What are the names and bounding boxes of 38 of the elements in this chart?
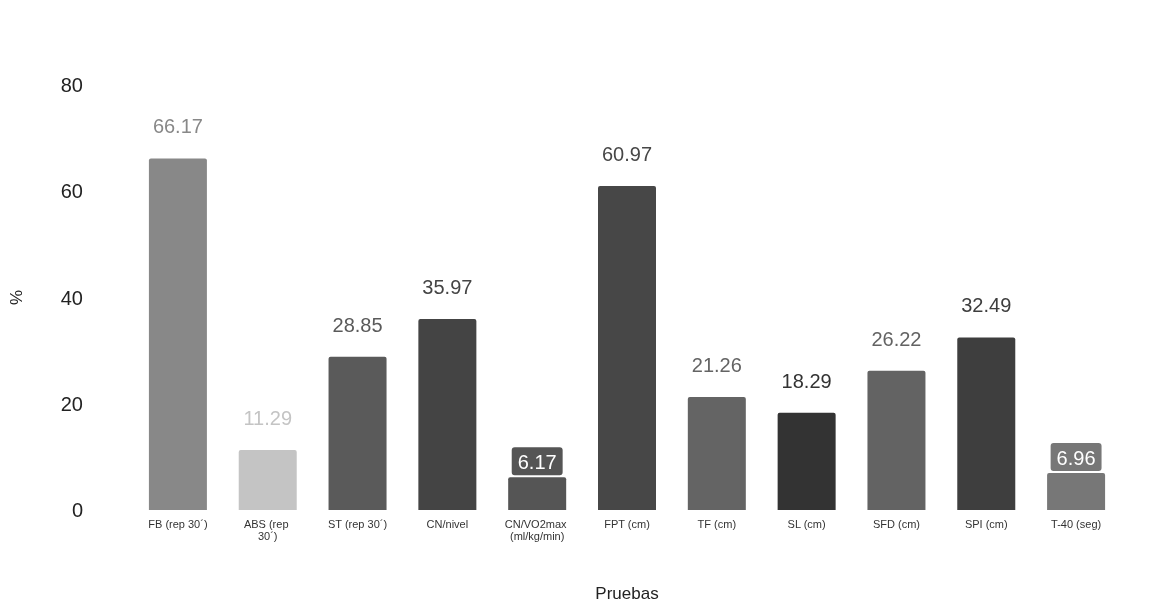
x-tick-label: SL (cm) [787,518,826,530]
y-tick-label: 0 [71,499,83,521]
data-label: 6.96 [1056,447,1096,470]
data-label: 60.97 [601,143,653,166]
x-tick-label: CN/nivel [426,518,469,530]
data-label: 35.97 [422,275,473,298]
data-label: 6.17 [517,451,557,474]
x-tick-label: FB (rep 30´) [148,518,208,530]
x-tick-label: CN/VO2max (ml/kg/min) [504,518,570,542]
data-label: 66.17 [152,115,203,138]
data-label: 26.22 [871,327,922,350]
bar [687,397,746,510]
bar [867,370,926,510]
bar [238,450,297,510]
bar [957,337,1016,510]
x-tick-label: ABS (rep 30´) [243,518,292,542]
y-tick-label: 40 [60,286,83,309]
data-label: 21.26 [691,354,742,377]
bar [328,356,387,510]
x-tick-label: SFD (cm) [872,518,920,530]
y-axis-title: % [7,289,26,306]
y-tick-label: 80 [60,74,83,96]
bar [598,186,656,510]
bar [148,158,207,510]
data-label: 32.49 [961,294,1012,317]
x-tick-label: T-40 (seg) [1051,518,1102,530]
x-axis-title: Pruebas [595,584,659,603]
y-tick-label: 20 [60,392,83,415]
x-tick-label: ST (rep 30´) [328,518,388,530]
x-tick-label: FPT (cm) [604,518,650,530]
y-tick-label: 60 [60,180,83,203]
bar [777,412,836,510]
data-label: 11.29 [243,407,293,430]
x-tick-label: SPI (cm) [964,518,1008,530]
x-tick-label: TF (cm) [697,518,737,530]
data-label: 18.29 [781,369,832,392]
data-label: 28.85 [332,313,383,336]
bar [418,318,477,510]
